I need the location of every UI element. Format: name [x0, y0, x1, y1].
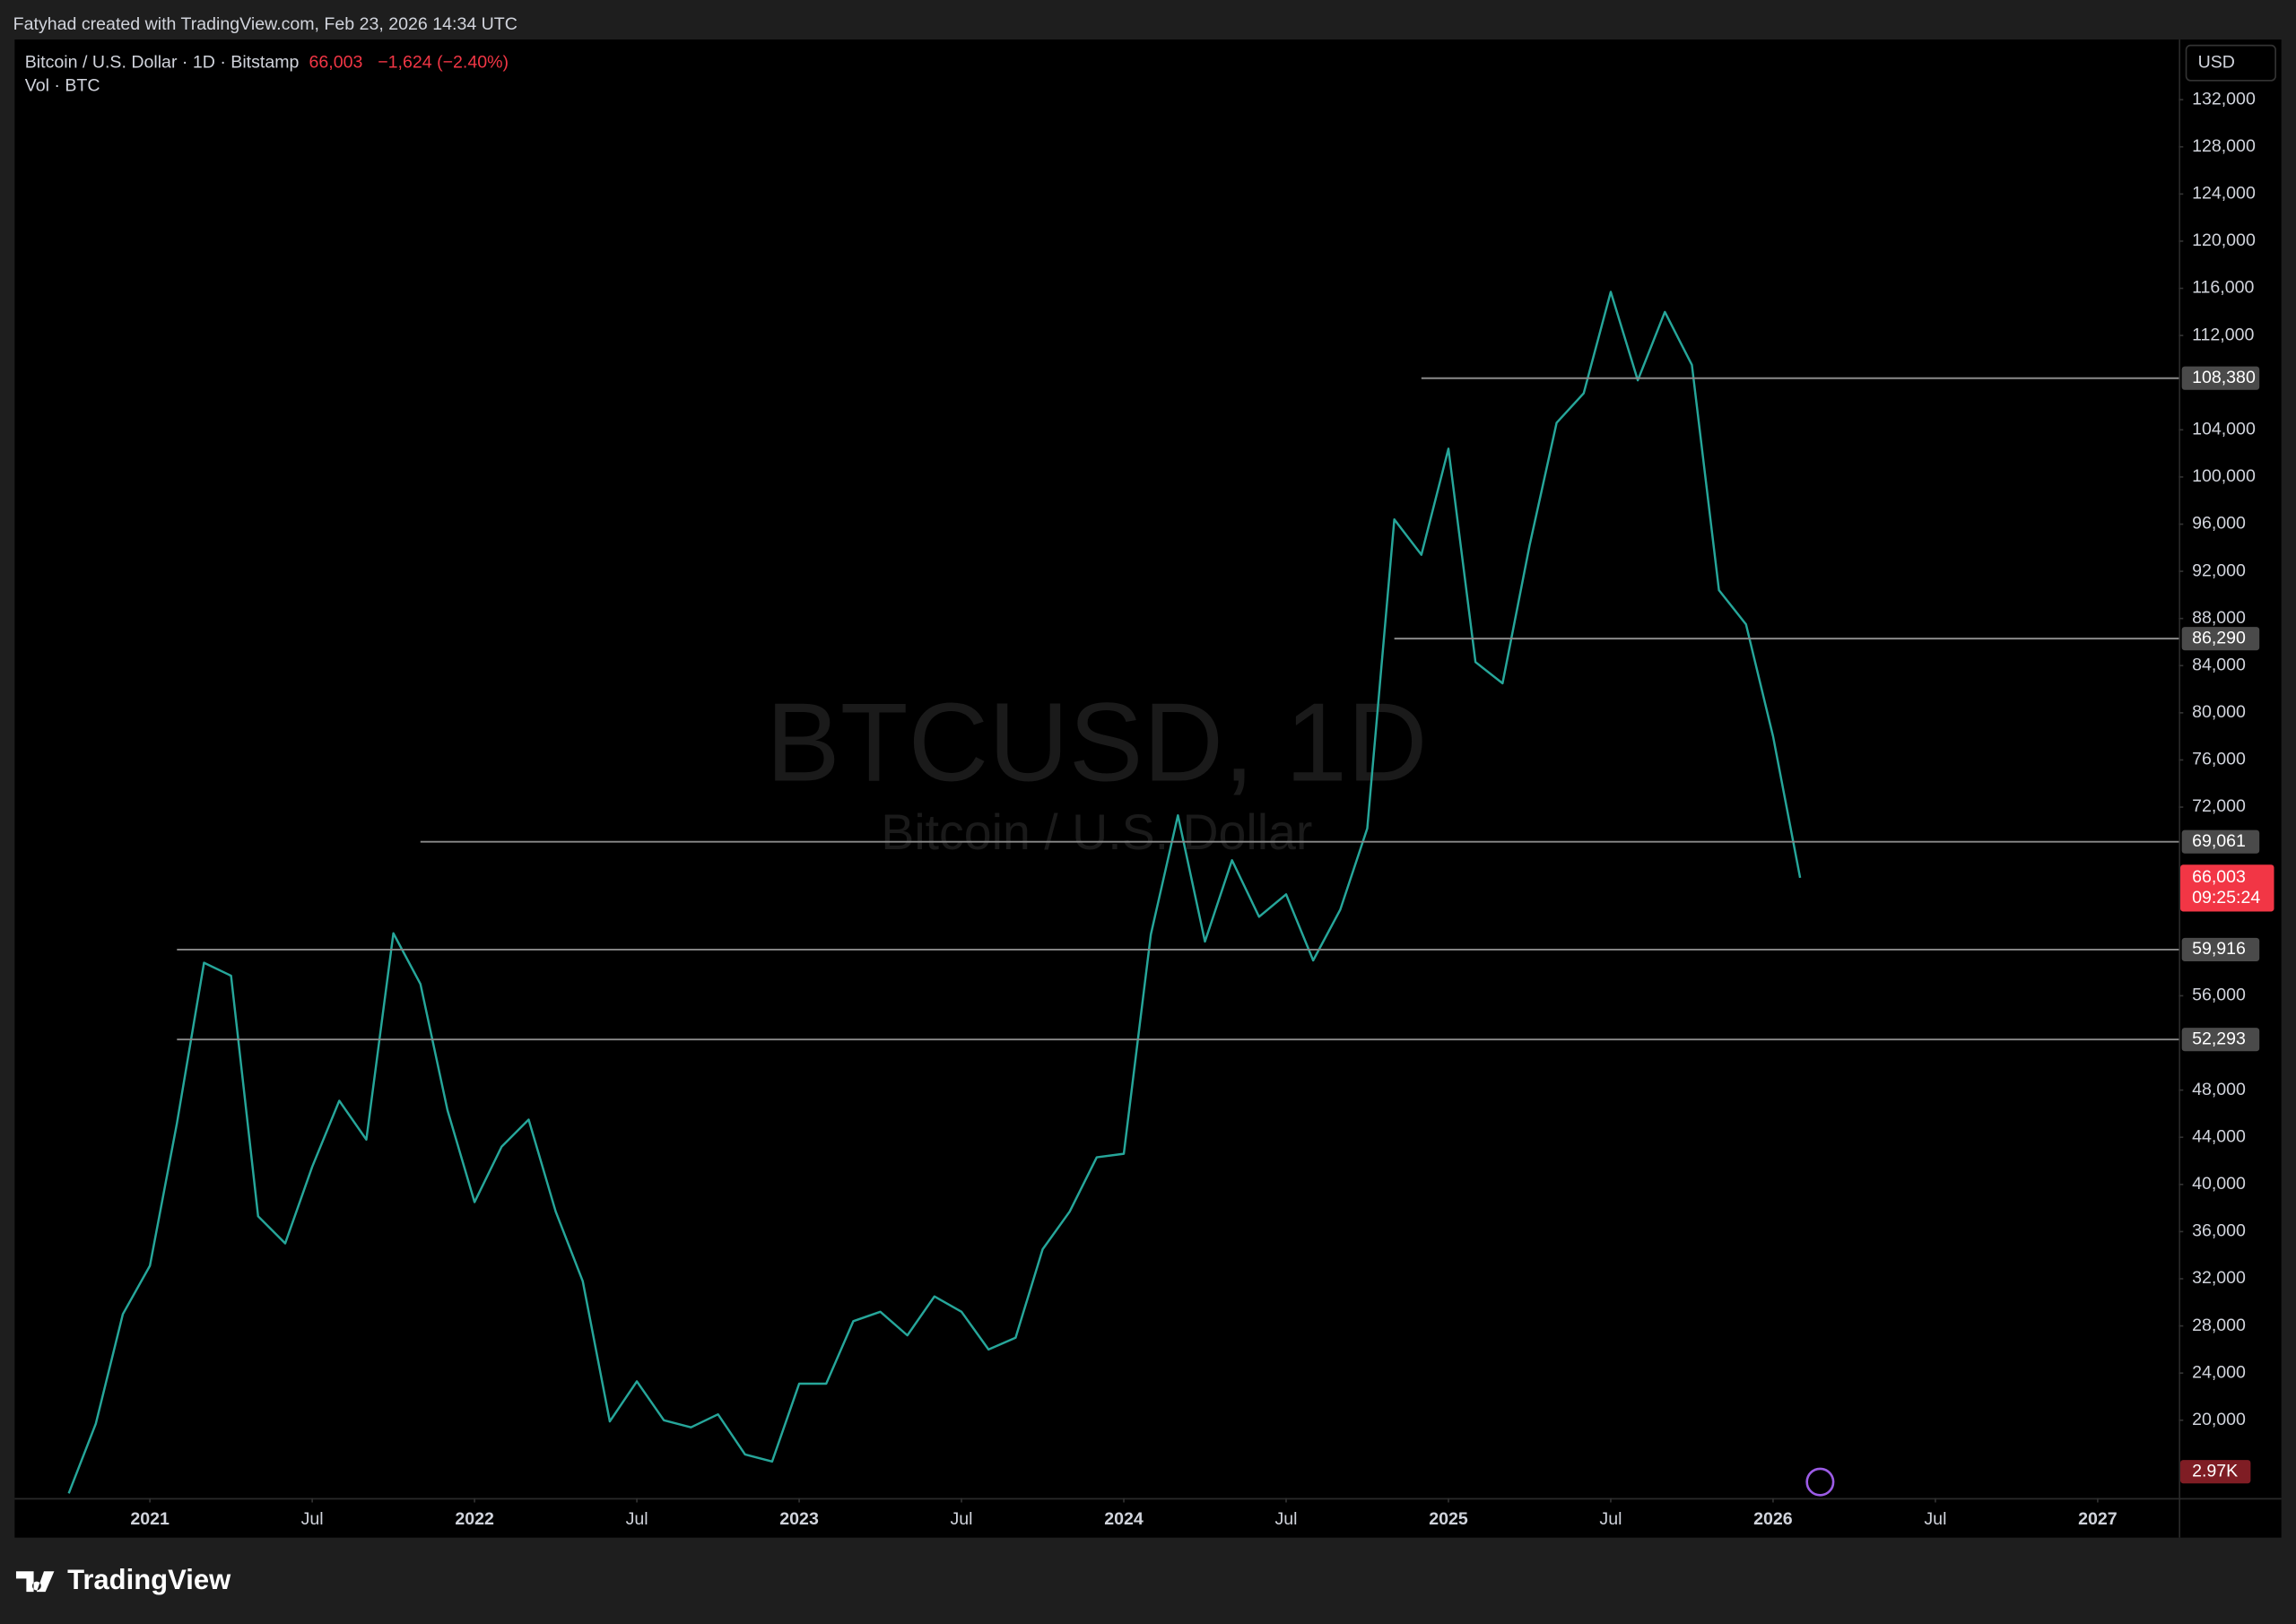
legend-change: −1,624 (−2.40%)	[378, 52, 509, 72]
y-tick-label: 128,000	[2192, 136, 2256, 156]
y-tick-label: 88,000	[2192, 608, 2246, 628]
level-label: 59,916	[2192, 939, 2246, 959]
logo-mark	[15, 1571, 55, 1593]
y-tick-label: 120,000	[2192, 230, 2256, 250]
y-tick-label: 36,000	[2192, 1221, 2246, 1241]
x-tick-label: 2027	[2078, 1509, 2118, 1529]
y-tick-label: 32,000	[2192, 1268, 2246, 1288]
countdown: 09:25:24	[2192, 888, 2260, 908]
level-label: 69,061	[2192, 831, 2246, 851]
replay-icon[interactable]	[1805, 1467, 1835, 1497]
watermark: BTCUSD, 1D	[766, 682, 1428, 805]
x-tick-label: 2023	[779, 1509, 819, 1529]
x-tick-label: 2024	[1104, 1509, 1144, 1529]
x-tick-label: Jul	[626, 1509, 648, 1529]
level-label: 86,290	[2192, 628, 2246, 647]
x-tick-label: 2025	[1429, 1509, 1468, 1529]
brand: TradingView	[67, 1564, 231, 1595]
y-tick-label: 76,000	[2192, 750, 2246, 769]
y-tick-label: 96,000	[2192, 514, 2246, 534]
level-tag	[2181, 627, 2260, 651]
price-tag-label: 66,003	[2192, 867, 2246, 887]
y-tick-label: 20,000	[2192, 1410, 2246, 1429]
x-tick-label: Jul	[1599, 1509, 1622, 1529]
currency[interactable]: USD	[2198, 52, 2235, 72]
watermark-subtitle: Bitcoin / U.S. Dollar	[881, 804, 1312, 860]
header: Fatyhad created with TradingView.com, Fe…	[13, 14, 517, 34]
y-tick-label: 40,000	[2192, 1174, 2246, 1194]
level-tag	[2181, 937, 2260, 962]
level-tag	[2181, 366, 2260, 390]
y-tick-label: 28,000	[2192, 1316, 2246, 1335]
y-tick-label: 116,000	[2192, 278, 2254, 298]
y-tick-label: 100,000	[2192, 466, 2256, 486]
y-tick-label: 92,000	[2192, 560, 2246, 580]
y-tick-label: 84,000	[2192, 655, 2246, 674]
legend-title: Bitcoin / U.S. Dollar · 1D · Bitstamp	[25, 52, 300, 72]
x-tick-label: Jul	[1274, 1509, 1297, 1529]
x-tick-label: Jul	[951, 1509, 973, 1529]
level-tag	[2181, 829, 2260, 854]
y-tick-label: 104,000	[2192, 419, 2256, 439]
volume-label: 2.97K	[2192, 1461, 2238, 1481]
x-tick-label: 2022	[455, 1509, 494, 1529]
x-tick-label: Jul	[301, 1509, 324, 1529]
x-tick-label: 2026	[1753, 1509, 1793, 1529]
price-line	[67, 291, 1802, 1494]
currency-button[interactable]	[2185, 44, 2276, 82]
price-tag	[2180, 864, 2274, 912]
y-tick-label: 72,000	[2192, 796, 2246, 816]
y-tick-label: 24,000	[2192, 1362, 2246, 1382]
volume-legend: Vol · BTC	[25, 76, 100, 96]
x-tick-label: 2021	[130, 1509, 170, 1529]
y-tick-label: 44,000	[2192, 1126, 2246, 1146]
y-tick-label: 56,000	[2192, 986, 2246, 1005]
y-tick-label: 48,000	[2192, 1080, 2246, 1099]
y-tick-label: 112,000	[2192, 325, 2254, 344]
x-tick-label: Jul	[1924, 1509, 1946, 1529]
level-label: 108,380	[2192, 368, 2256, 387]
y-tick-label: 80,000	[2192, 702, 2246, 722]
level-tag	[2181, 1028, 2260, 1052]
logo: TradingView	[15, 1564, 231, 1595]
legend-price: 66,003	[309, 52, 362, 72]
volume-tag	[2180, 1460, 2251, 1484]
chart-panel	[14, 39, 2282, 1538]
level-label: 52,293	[2192, 1029, 2246, 1048]
y-tick-label: 124,000	[2192, 184, 2256, 204]
y-tick-label: 132,000	[2192, 89, 2256, 109]
